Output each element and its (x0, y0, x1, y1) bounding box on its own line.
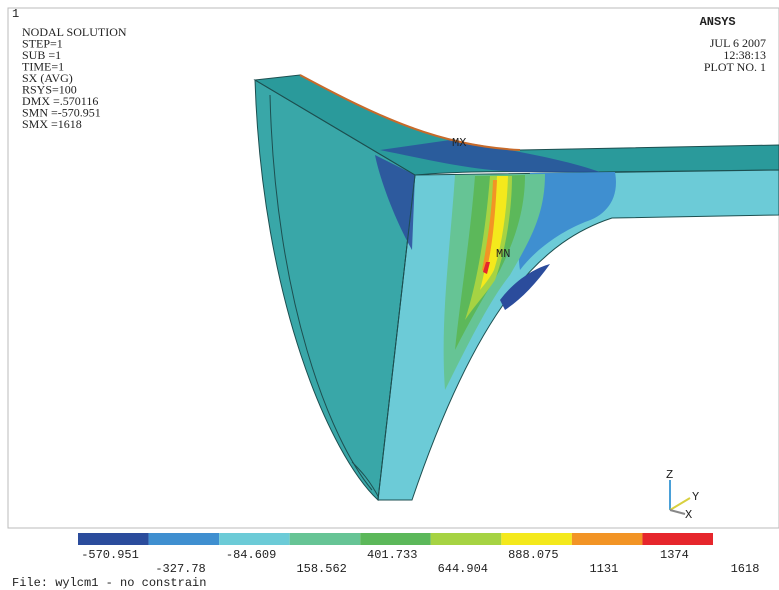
triad-y: Y (692, 490, 699, 504)
triad-x: X (685, 508, 692, 522)
stamp-line: PLOT NO. 1 (704, 60, 766, 74)
legend-swatch (149, 533, 220, 545)
legend-label: -327.78 (155, 562, 205, 576)
legend-swatch (501, 533, 572, 545)
legend-swatch (642, 533, 713, 545)
legend-label: 1618 (731, 562, 760, 576)
file-label: File: wylcm1 - no constrain (12, 576, 206, 590)
legend-label: -570.951 (81, 548, 139, 562)
legend-swatch (78, 533, 149, 545)
legend-label: 1131 (589, 562, 618, 576)
corner-label: 1 (12, 7, 19, 21)
legend-label: 1374 (660, 548, 689, 562)
triad-z: Z (666, 468, 673, 482)
legend-swatch (290, 533, 361, 545)
info-line: SMX =1618 (22, 117, 82, 131)
legend-swatch (219, 533, 290, 545)
legend-label: -84.609 (226, 548, 276, 562)
min-marker: MN (496, 247, 510, 261)
logo-bold: AN (700, 15, 714, 29)
logo-light: SYS (714, 15, 736, 29)
max-marker: MX (452, 136, 466, 150)
legend-label: 401.733 (367, 548, 417, 562)
legend-label: 644.904 (438, 562, 488, 576)
legend-swatch (431, 533, 502, 545)
legend-label: 888.075 (508, 548, 558, 562)
legend-swatch (360, 533, 431, 545)
legend-label: 158.562 (296, 562, 346, 576)
screenshot: 1 MX MN Z Y X NODAL SOLUTIONSTEP=1SUB =1… (0, 0, 779, 590)
legend-swatch (572, 533, 643, 545)
legend: -570.951 -327.78 -84.609 158.562 401.733 644.… (78, 533, 759, 576)
